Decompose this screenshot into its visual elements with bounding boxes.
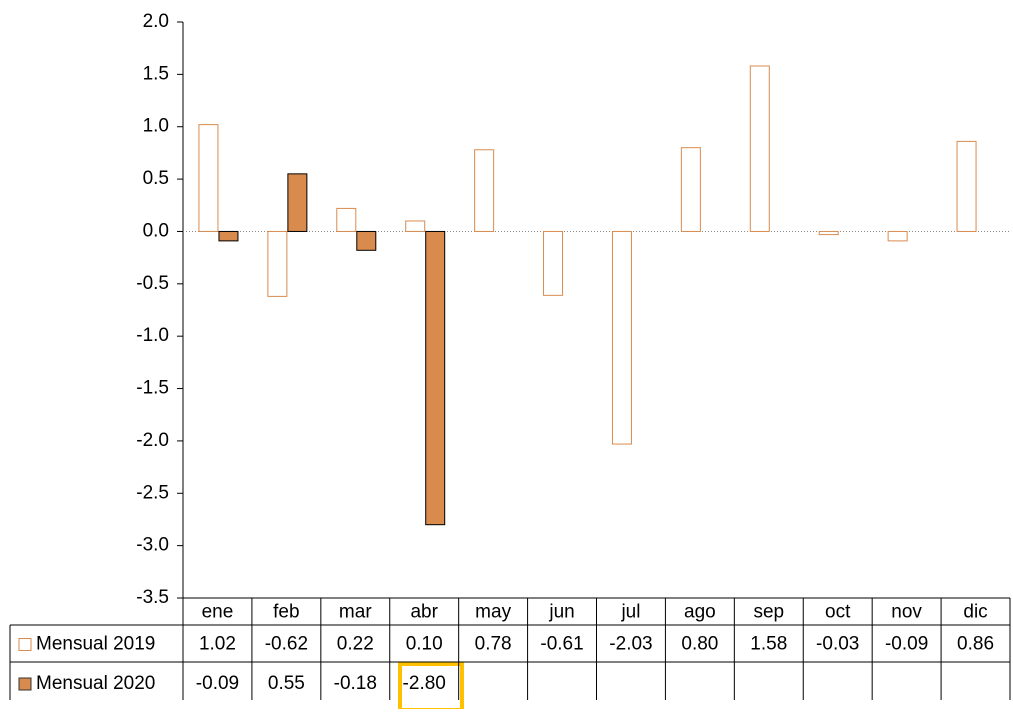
table-value: -0.18 [334,673,377,694]
y-tick-label: -2.5 [136,482,169,503]
table-value: 0.22 [337,634,374,655]
y-tick-label: -0.5 [136,273,169,294]
table-value: 0.10 [406,634,443,655]
y-tick-label: 0.0 [143,220,169,241]
bar [956,140,977,232]
bar [680,147,701,232]
bar [356,230,377,251]
table-value: 1.02 [199,634,236,655]
bar [749,65,770,232]
table-value: 0.80 [681,634,718,655]
x-tick-label: mar [339,602,372,623]
table-value: -0.62 [265,634,308,655]
bar [543,230,564,296]
legend-label: Mensual 2020 [36,673,155,694]
table-value: -0.09 [885,634,928,655]
bar [336,207,357,232]
bar [474,149,495,232]
table-value: -0.03 [816,634,859,655]
bar [887,230,908,242]
table-value: -2.03 [609,634,652,655]
table-value: -0.61 [540,634,583,655]
x-tick-label: dic [963,602,987,623]
bar [425,230,446,526]
x-tick-label: ene [202,602,234,623]
table-value: 1.58 [750,634,787,655]
legend-label: Mensual 2019 [36,634,155,655]
y-tick-label: 1.0 [143,116,169,137]
bar [405,220,426,232]
y-tick-label: -2.0 [136,430,169,451]
x-tick-label: jun [548,602,574,623]
y-tick-label: -3.5 [136,587,169,608]
bar [267,230,288,297]
y-tick-label: -1.0 [136,325,169,346]
y-tick-label: -1.5 [136,378,169,399]
x-tick-label: sep [753,602,784,623]
x-tick-label: jul [620,602,640,623]
x-tick-label: may [475,602,511,623]
bar [611,230,632,445]
x-tick-label: ago [684,602,716,623]
bar [198,124,219,232]
table-value: 0.55 [268,673,305,694]
x-tick-label: oct [825,602,851,623]
y-tick-label: 0.5 [143,168,169,189]
table-value: -2.80 [403,673,446,694]
y-tick-label: 2.0 [143,11,169,32]
table-value: 0.78 [475,634,512,655]
bar [818,230,839,236]
table-value: -0.09 [196,673,239,694]
table-value: 0.86 [957,634,994,655]
x-tick-label: nov [891,602,922,623]
legend-swatch [18,638,32,651]
y-tick-label: 1.5 [143,63,169,84]
bar [218,230,239,242]
x-tick-label: feb [273,602,299,623]
y-tick-label: -3.0 [136,535,169,556]
x-tick-label: abr [410,602,438,623]
legend-swatch [18,677,32,691]
bar [287,173,308,232]
